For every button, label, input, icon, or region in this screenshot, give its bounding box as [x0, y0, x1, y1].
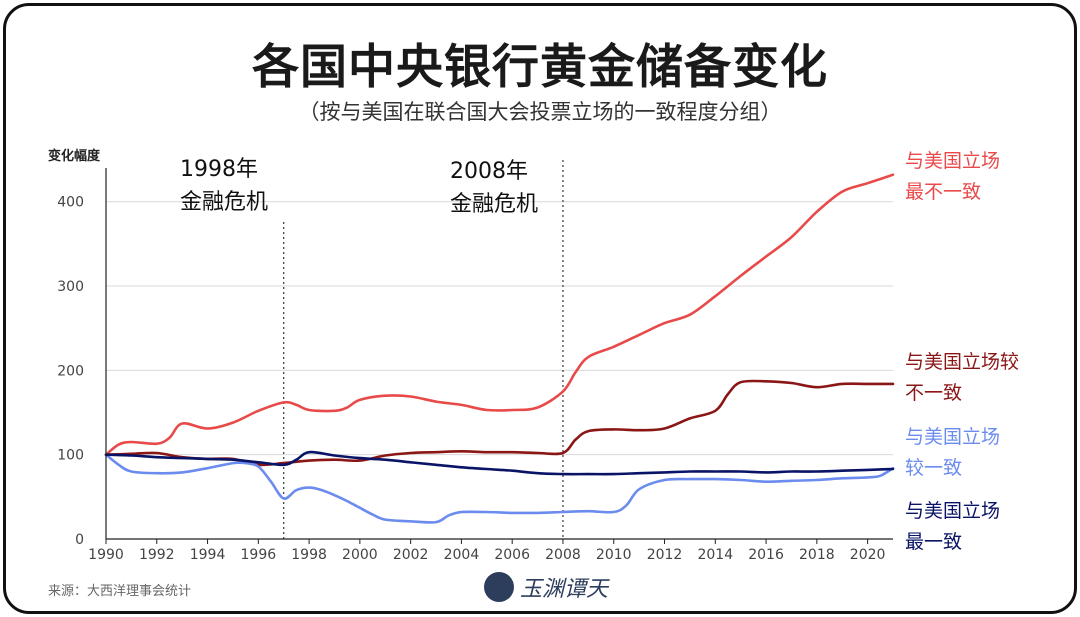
brand-logo: 玉渊谭天 — [484, 572, 608, 602]
series-line-1 — [104, 173, 895, 456]
series-label-most-aligned: 与美国立场 最一致 — [905, 496, 1000, 558]
x-tick-label: 2014 — [697, 547, 733, 563]
series-label-least-aligned-line1: 与美国立场 — [905, 150, 1001, 172]
crisis-2008-year: 2008年 — [450, 159, 528, 184]
y-tick-label: 100 — [57, 448, 84, 464]
x-tick-label: 2002 — [393, 547, 429, 563]
x-tick-label: 2004 — [444, 547, 480, 563]
source-note: 来源：大西洋理事会统计 — [48, 584, 192, 599]
series-label-more-aligned: 与美国立场 较一致 — [905, 422, 1000, 484]
x-tick-label: 2000 — [342, 547, 378, 563]
gridlines — [106, 201, 893, 456]
chart-subtitle: （按与美国在联合国大会投票立场的一致程度分组） — [298, 100, 782, 124]
series-lines — [104, 173, 895, 524]
series-label-least-aligned-line2: 最不一致 — [905, 181, 982, 203]
y-axis-title: 变化幅度 — [48, 149, 101, 164]
x-tick-label: 1998 — [291, 547, 327, 563]
x-tick-label: 1996 — [241, 547, 277, 563]
series-line-3 — [104, 453, 895, 524]
series-label-less-aligned-line2: 不一致 — [905, 382, 963, 404]
x-tick-label: 2010 — [596, 547, 632, 563]
crisis-markers — [283, 160, 564, 539]
series-line-4 — [104, 450, 895, 476]
crisis-annotation-2008: 2008年 金融危机 — [450, 155, 538, 221]
chart-title: 各国中央银行黄金储备变化 — [252, 40, 828, 95]
x-tick-label: 2008 — [545, 547, 581, 563]
x-tick-label: 1994 — [190, 547, 226, 563]
series-label-less-aligned-line1: 与美国立场较 — [905, 351, 1020, 373]
x-tick-label: 1992 — [139, 547, 175, 563]
series-label-less-aligned: 与美国立场较 不一致 — [905, 347, 1019, 409]
x-tick-label: 2006 — [494, 547, 530, 563]
crisis-annotation-1998: 1998年 金融危机 — [180, 153, 268, 219]
series-label-most-aligned-line1: 与美国立场 — [905, 500, 1001, 522]
wave-logo-icon — [484, 572, 514, 602]
axes: 0 100 200 300 400 1990 1992 1994 1996 1998 2000 200… — [57, 168, 893, 563]
x-tick-label: 2020 — [850, 547, 886, 563]
x-tick-label: 2016 — [748, 547, 784, 563]
y-tick-label: 200 — [57, 363, 84, 379]
series-label-least-aligned: 与美国立场 最不一致 — [905, 146, 1000, 208]
y-tick-label: 300 — [57, 279, 84, 295]
x-tick-label: 2012 — [647, 547, 683, 563]
crisis-1998-year: 1998年 — [180, 157, 258, 182]
series-line-2 — [104, 379, 895, 467]
series-label-more-aligned-line1: 与美国立场 — [905, 426, 1001, 448]
series-label-most-aligned-line2: 最一致 — [905, 531, 963, 553]
y-tick-label: 0 — [75, 532, 84, 548]
x-tick-label: 1990 — [88, 547, 124, 563]
crisis-2008-label: 金融危机 — [450, 192, 539, 217]
y-tick-label: 400 — [57, 195, 84, 211]
series-label-more-aligned-line2: 较一致 — [905, 457, 963, 479]
crisis-1998-label: 金融危机 — [180, 190, 269, 215]
x-tick-label: 2018 — [799, 547, 835, 563]
brand-logo-text: 玉渊谭天 — [520, 577, 609, 602]
